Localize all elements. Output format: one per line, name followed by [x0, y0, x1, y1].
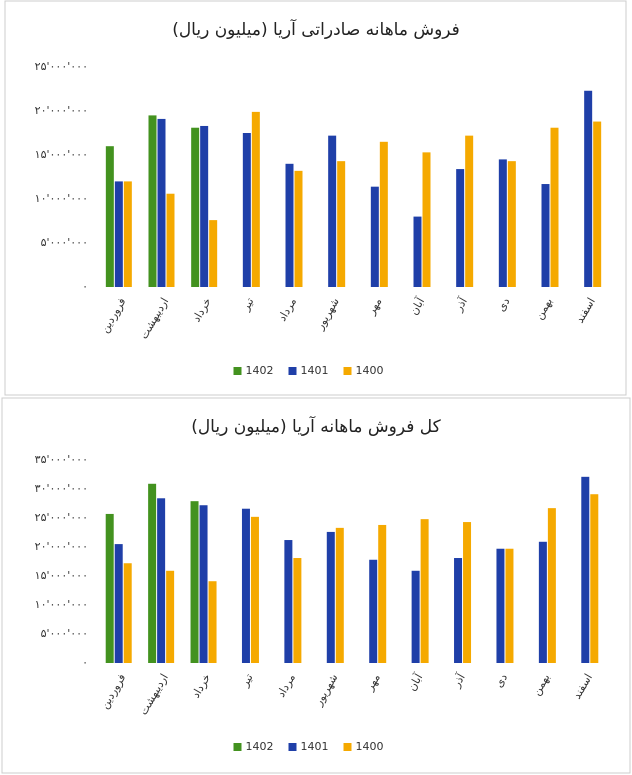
legend-label: 1400 [356, 740, 384, 753]
bar [454, 558, 463, 663]
bar [550, 127, 559, 287]
y-tick-label: ۱۰'۰۰۰'۰۰۰ [35, 192, 88, 205]
bar [166, 570, 175, 663]
chart-frame [4, 0, 627, 396]
y-tick-label: ۵'۰۰۰'۰۰۰ [41, 627, 88, 640]
bar [378, 524, 387, 663]
bar [335, 527, 344, 663]
bar [166, 193, 175, 287]
x-tick-label: دی [492, 671, 510, 689]
legend-swatch [233, 743, 242, 751]
y-tick-label: ۱۵'۰۰۰'۰۰۰ [35, 148, 88, 161]
bar [293, 558, 302, 663]
bar [190, 501, 199, 663]
bar [114, 544, 123, 663]
y-tick-label: ۱۰'۰۰۰'۰۰۰ [35, 598, 88, 611]
bar [294, 170, 303, 287]
bar [209, 220, 218, 287]
y-tick-label: ۲۵'۰۰۰'۰۰۰ [35, 511, 88, 524]
bar [114, 181, 123, 287]
y-tick-label: ۰ [82, 656, 88, 669]
bar [200, 125, 209, 288]
bar [420, 519, 429, 663]
bar [507, 161, 516, 287]
legend-label: 1401 [301, 364, 329, 377]
y-tick-label: ۲۰'۰۰۰'۰۰۰ [35, 540, 88, 553]
bar [284, 540, 293, 663]
legend-swatch [233, 367, 242, 375]
y-tick-label: ۳۰'۰۰۰'۰۰۰ [35, 482, 88, 495]
bar [369, 559, 378, 663]
bar [456, 169, 465, 287]
x-tick-label: تیر [238, 672, 256, 690]
bar [538, 541, 547, 663]
legend-swatch [288, 743, 297, 751]
bar [148, 115, 157, 288]
legend-swatch [343, 743, 352, 751]
bar [337, 161, 346, 287]
bar [157, 498, 166, 663]
bar [191, 127, 200, 287]
bar [465, 135, 474, 287]
bar [547, 508, 556, 663]
y-tick-label: ۲۰'۰۰۰'۰۰۰ [35, 104, 88, 117]
bar [251, 111, 260, 287]
bar [584, 90, 593, 287]
bar [199, 505, 208, 663]
bar [505, 548, 514, 663]
bar [411, 570, 420, 663]
bar [590, 494, 599, 663]
bar [241, 508, 250, 663]
y-tick-label: ۰ [82, 280, 88, 293]
bar [123, 563, 132, 663]
bar [105, 146, 114, 287]
y-tick-label: ۲۵'۰۰۰'۰۰۰ [35, 60, 88, 73]
bar [250, 516, 259, 663]
legend-label: 1402 [246, 740, 274, 753]
bar [463, 522, 472, 663]
bar [105, 513, 114, 663]
y-tick-label: ۳۵'۰۰۰'۰۰۰ [35, 453, 88, 466]
y-tick-label: ۱۵'۰۰۰'۰۰۰ [35, 569, 88, 582]
legend-label: 1400 [356, 364, 384, 377]
bar [328, 135, 337, 287]
x-tick-label: تیر [239, 296, 257, 314]
bar [285, 163, 294, 287]
bar [496, 548, 505, 663]
legend-swatch [288, 367, 297, 375]
bar [148, 483, 157, 663]
bar [326, 531, 335, 663]
legend-label: 1401 [301, 740, 329, 753]
bar [123, 181, 132, 287]
bar [422, 152, 431, 287]
bar [498, 159, 507, 287]
chart-frame [1, 397, 631, 774]
bar [379, 141, 388, 287]
bar [541, 184, 550, 287]
bar [242, 133, 251, 287]
bar [581, 476, 590, 663]
bar [157, 118, 166, 287]
legend-swatch [343, 367, 352, 375]
y-tick-label: ۵'۰۰۰'۰۰۰ [41, 236, 88, 249]
bar [593, 121, 602, 287]
bar [208, 581, 217, 663]
chart-title: فروش ماهانه صادراتی آریا (میلیون ریال) [172, 18, 460, 40]
legend-label: 1402 [246, 364, 274, 377]
bar [370, 186, 379, 287]
chart-title: کل فروش ماهانه آریا (میلیون ریال) [191, 415, 441, 437]
bar [413, 216, 422, 287]
x-tick-label: دی [495, 295, 513, 313]
